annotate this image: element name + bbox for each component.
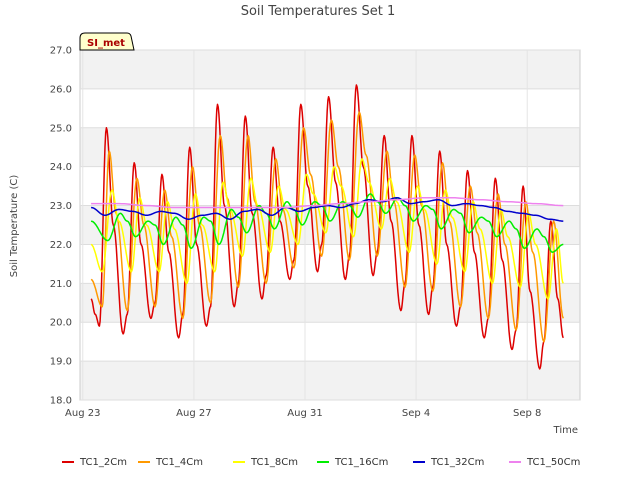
legend-item: TC1_8Cm [233,457,298,468]
x-tick-label: Aug 27 [176,408,211,419]
grid-band [80,50,580,89]
y-axis-ticks: 18.0 19.0 20.0 21.0 22.0 23.0 24.0 25.0 26.0 27.0 [50,46,72,407]
legend-item: TC1_16Cm [317,457,388,468]
x-tick-label: Sep 4 [402,408,430,419]
x-axis-ticks: Aug 23 Aug 27 Aug 31 Sep 4 Sep 8 [65,50,541,419]
y-tick-label: 20.0 [50,318,72,329]
y-tick-label: 24.0 [50,162,72,173]
y-tick-label: 22.0 [50,240,72,251]
series-line-tc1-8cm [90,158,564,300]
legend-label: TC1_2Cm [79,457,127,468]
legend-label: TC1_32Cm [430,457,484,468]
x-tick-label: Sep 8 [513,408,541,419]
y-tick-label: 26.0 [50,84,72,95]
y-axis-label: Soil Temperature (C) [9,175,20,278]
y-tick-label: 21.0 [50,279,72,290]
y-tick-label: 19.0 [50,357,72,368]
legend-item: TC1_2Cm [62,457,127,468]
series-line-tc1-50cm [91,197,564,209]
chart-title: Soil Temperatures Set 1 [241,4,396,19]
legend-label: TC1_8Cm [250,457,298,468]
legend-item: TC1_50Cm [509,457,580,468]
legend-label: TC1_50Cm [526,457,580,468]
site-badge: SI_met [79,32,135,51]
legend-label: TC1_16Cm [334,457,388,468]
legend-label: TC1_4Cm [155,457,203,468]
x-tick-label: Aug 31 [287,408,322,419]
series-lines [90,84,564,370]
y-tick-label: 25.0 [50,123,72,134]
x-tick-label: Aug 23 [65,408,100,419]
site-badge-shape [79,32,135,51]
legend: TC1_2Cm TC1_4Cm TC1_8Cm TC1_16Cm TC1_32Cm TC1… [62,457,580,468]
grid-band [80,283,580,323]
y-tick-label: 18.0 [50,396,72,407]
grid-band [80,361,580,400]
legend-item: TC1_4Cm [138,457,203,468]
legend-item: TC1_32Cm [413,457,484,468]
y-tick-label: 23.0 [50,201,72,212]
x-axis-label: Time [553,425,578,436]
series-line-tc1-32cm [90,197,564,222]
site-badge-label: SI_met [87,38,125,49]
plot-bands [80,50,580,400]
y-grid [80,49,580,401]
y-tick-label: 27.0 [50,46,72,57]
series-line-tc1-16cm [90,193,564,253]
